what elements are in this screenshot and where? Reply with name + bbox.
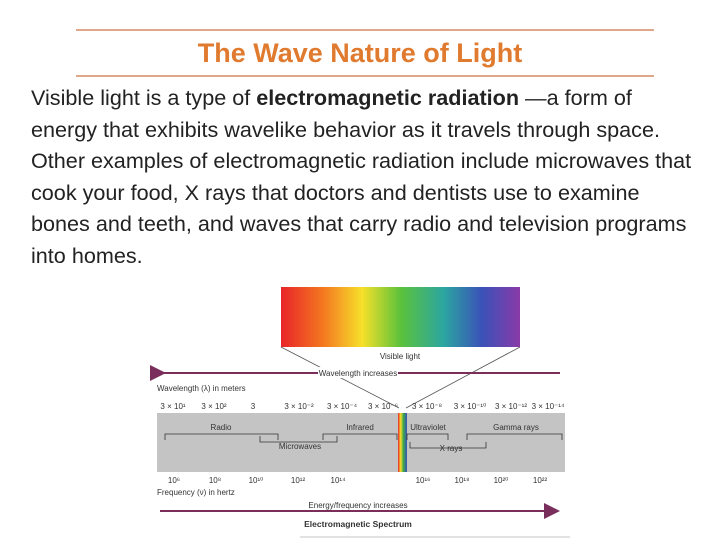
wavelength-label-bg: [318, 367, 398, 378]
wavelength-tick: 3 × 10⁻¹⁰: [454, 402, 487, 411]
wavelength-tick: 3 × 10⁻⁴: [327, 402, 358, 411]
frequency-tick: 10⁸: [209, 476, 221, 485]
paragraph-term: electromagnetic radiation: [256, 85, 520, 110]
wavelength-tick: 3: [251, 402, 256, 411]
frequency-tick: 10¹²: [291, 476, 306, 485]
wavelength-tick: 3 × 10⁻²: [284, 402, 314, 411]
ultraviolet-bracket: [406, 433, 449, 440]
frequency-tick: 10¹⁶: [416, 476, 431, 485]
frequency-tick: 10¹⁰: [249, 476, 264, 485]
paragraph-rest: —a form of energy that exhibits wavelike…: [31, 85, 692, 268]
frequency-tick: 10⁶: [168, 476, 180, 485]
body-paragraph: Visible light is a type of electromagnet…: [31, 82, 696, 271]
frequency-tick: 10¹⁴: [331, 476, 347, 485]
region-brackets: [164, 433, 563, 449]
xrays-label: X rays: [440, 444, 463, 453]
wavelength-tick: 3 × 10¹: [160, 402, 185, 411]
infrared-bracket: [322, 433, 398, 440]
wavelength-tick: 3 × 10⁻⁶: [368, 402, 398, 411]
gamma-bracket: [466, 433, 563, 440]
spectrum-band: [157, 413, 565, 472]
wavelength-tick: 3 × 10⁻¹²: [495, 402, 527, 411]
diagram-caption: Electromagnetic Spectrum: [304, 519, 412, 529]
frequency-tick: 10²²: [533, 476, 548, 485]
frequency-tick: 10²⁰: [494, 476, 509, 485]
page-title: The Wave Nature of Light: [197, 38, 523, 68]
microwaves-bracket: [259, 436, 338, 443]
wavelength-tick: 3 × 10⁻⁸: [412, 402, 442, 411]
energy-increases-label: Energy/frequency increases: [308, 501, 407, 510]
frequency-axis-label: Frequency (ν) in hertz: [157, 488, 235, 497]
infrared-label: Infrared: [346, 423, 374, 432]
xrays-bracket: [409, 442, 487, 449]
radio-label: Radio: [211, 423, 232, 432]
title-underline: [76, 75, 654, 77]
ultraviolet-label: Ultraviolet: [410, 423, 446, 432]
microwaves-label: Microwaves: [279, 442, 321, 451]
visible-spectrum-band: [281, 287, 520, 347]
wavelength-tick: 3 × 10⁻¹⁴: [532, 402, 565, 411]
visible-light-label: Visible light: [380, 352, 421, 361]
funnel-line-right: [405, 346, 521, 409]
wavelength-ticks: 3 × 10¹ 3 × 10² 3 3 × 10⁻² 3 × 10⁻⁴ 3 × …: [160, 402, 565, 411]
gamma-label: Gamma rays: [493, 423, 539, 432]
wavelength-tick: 3 × 10²: [201, 402, 226, 411]
wavelength-increases-label: Wavelength increases: [319, 369, 397, 378]
frequency-tick: 10¹⁸: [455, 476, 470, 485]
visible-strip: [398, 413, 407, 472]
paragraph-intro: Visible light is a type of: [31, 85, 257, 110]
wavelength-axis-label: Wavelength (λ) in meters: [157, 384, 246, 393]
top-rule: [76, 29, 654, 31]
radio-label-bg: [206, 423, 236, 433]
frequency-ticks: 10⁶ 10⁸ 10¹⁰ 10¹² 10¹⁴ 10¹⁶ 10¹⁸ 10²⁰ 10…: [168, 476, 548, 485]
radio-bracket: [164, 433, 279, 440]
